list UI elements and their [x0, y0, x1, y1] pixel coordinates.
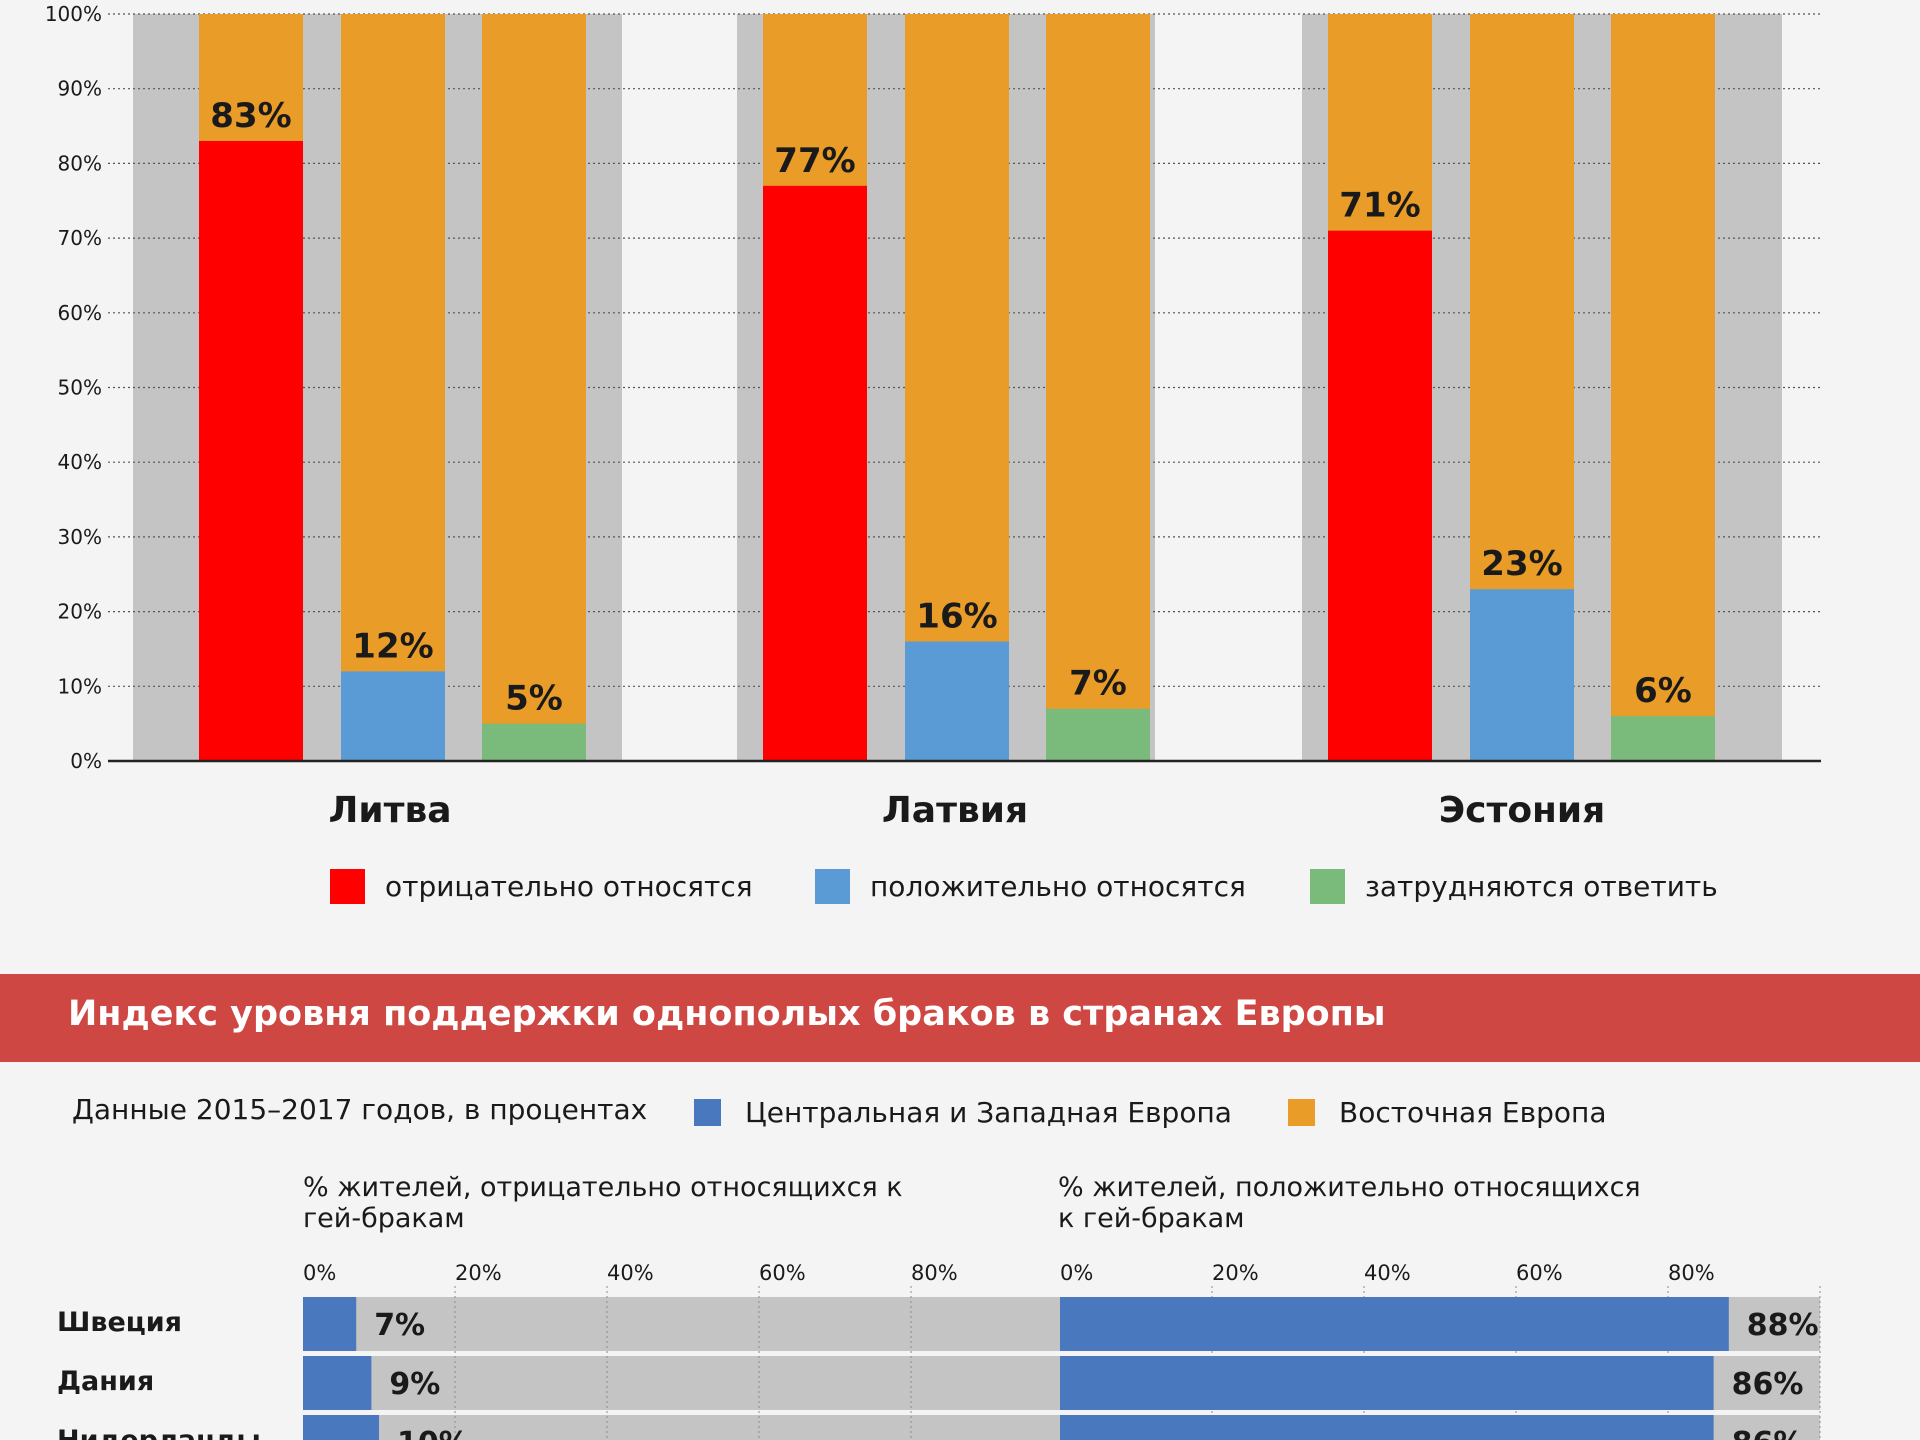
legend-label-negative: отрицательно относятся — [385, 869, 753, 903]
bar-positive — [1470, 589, 1574, 761]
data-label: 10% — [397, 1426, 469, 1440]
x-tick-label: 60% — [1516, 1261, 1563, 1285]
y-tick-label: 30% — [58, 525, 102, 549]
bar-undecided — [1046, 708, 1150, 761]
data-label: 12% — [352, 626, 433, 666]
bar-negative — [763, 185, 867, 761]
x-tick-label: 20% — [1212, 1261, 1259, 1285]
x-tick-label: 0% — [1060, 1261, 1093, 1285]
y-tick-label: 20% — [58, 600, 102, 624]
legend-swatch-blue — [694, 1098, 721, 1126]
legend-positive: положительно относятся — [815, 868, 1246, 904]
bar-background — [905, 14, 1009, 761]
data-label: 7% — [1069, 664, 1127, 704]
x-tick-label: 0% — [303, 1261, 336, 1285]
y-tick-label: 60% — [58, 301, 102, 325]
x-tick-label: 80% — [1668, 1261, 1715, 1285]
bar-track — [303, 1356, 1060, 1410]
bar-background — [1611, 14, 1715, 761]
x-tick-label: 60% — [759, 1261, 806, 1285]
baltic-attitudes-chart: 0% 10% 20% 30% 40% 50% 60% 70% 80% 90% 100% 83% 12% 5… — [45, 2, 1821, 773]
country-label-latvia: Латвия — [881, 790, 1029, 831]
data-label: 7% — [374, 1308, 425, 1343]
x-tick-label: 20% — [455, 1261, 502, 1285]
section-title: Индекс уровня поддержки однополых браков… — [68, 994, 1386, 1034]
x-tick-label: 40% — [607, 1261, 654, 1285]
legend-label-central-western: Центральная и Западная Европа — [745, 1095, 1232, 1129]
bar-positive — [905, 641, 1009, 761]
y-tick-label: 40% — [58, 450, 102, 474]
bar-positive — [341, 671, 445, 761]
bar-negative — [199, 140, 303, 762]
legend-eastern-europe: Восточная Европа — [1288, 1095, 1607, 1129]
y-tick-label: 70% — [58, 226, 102, 250]
legend-label-undecided: затрудняются ответить — [1365, 869, 1718, 903]
x-tick-label: 80% — [911, 1261, 958, 1285]
data-label: 77% — [774, 141, 855, 181]
legend-label-eastern: Восточная Европа — [1339, 1095, 1607, 1129]
category-label: Дания — [57, 1366, 154, 1397]
chart-subtitle: Данные 2015–2017 годов, в процентах — [72, 1093, 648, 1126]
y-tick-label: 100% — [45, 2, 102, 26]
bar-undecided — [1611, 716, 1715, 761]
data-label: 83% — [210, 96, 291, 136]
bar-negative — [303, 1297, 357, 1351]
data-label: 86% — [1732, 1367, 1804, 1402]
data-label: 23% — [1481, 544, 1562, 584]
legend-swatch-undecided — [1310, 868, 1345, 904]
bar-undecided — [482, 723, 586, 761]
positive-panel-title: % жителей, положительно относящихся к ге… — [1058, 1172, 1641, 1234]
bar-track — [303, 1297, 1060, 1351]
y-tick-label: 50% — [58, 376, 102, 400]
legend-swatch-negative — [330, 868, 365, 904]
bar-negative — [1328, 230, 1432, 761]
legend-label-positive: положительно относятся — [870, 869, 1246, 903]
bar-positive — [1060, 1415, 1714, 1440]
bar-track — [303, 1415, 1060, 1440]
category-label: Нидерланды — [57, 1425, 261, 1440]
legend-central-western-europe: Центральная и Западная Европа — [694, 1095, 1232, 1129]
category-label: Швеция — [57, 1307, 182, 1338]
y-tick-label: 10% — [58, 674, 102, 698]
y-tick-label: 0% — [70, 749, 102, 773]
bar-negative — [303, 1356, 372, 1410]
bar-background — [341, 14, 445, 761]
bar-background — [482, 14, 586, 761]
data-label: 88% — [1747, 1308, 1819, 1343]
country-label-estonia: Эстония — [1438, 790, 1606, 831]
legend-swatch-orange — [1288, 1098, 1315, 1126]
legend-swatch-positive — [815, 868, 850, 904]
bar-positive — [1060, 1356, 1714, 1410]
data-label: 5% — [505, 679, 563, 719]
legend-undecided: затрудняются ответить — [1310, 868, 1718, 904]
negative-panel-title: % жителей, отрицательно относящихся к ге… — [303, 1172, 903, 1234]
data-label: 6% — [1634, 671, 1692, 711]
bar-positive — [1060, 1297, 1729, 1351]
bar-background — [1046, 14, 1150, 761]
section-banner: Индекс уровня поддержки однополых браков… — [0, 974, 1920, 1062]
bar-negative — [303, 1415, 379, 1440]
x-tick-label: 40% — [1364, 1261, 1411, 1285]
data-label: 71% — [1339, 186, 1420, 226]
data-label: 16% — [916, 596, 997, 636]
legend-negative: отрицательно относятся — [330, 868, 753, 904]
data-label: 9% — [389, 1367, 440, 1402]
data-label: 86% — [1732, 1426, 1804, 1440]
y-tick-label: 90% — [58, 77, 102, 101]
country-label-lithuania: Литва — [328, 790, 452, 831]
y-tick-label: 80% — [58, 151, 102, 175]
